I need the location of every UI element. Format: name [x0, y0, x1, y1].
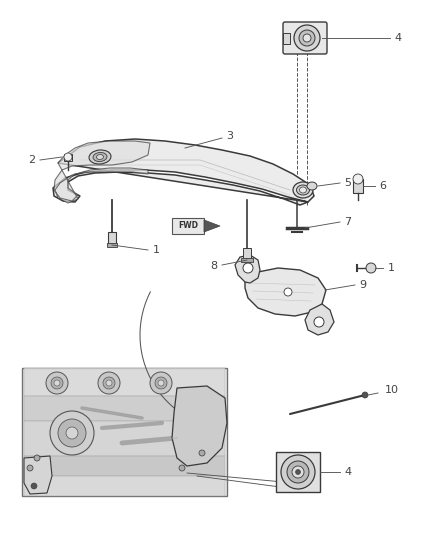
Circle shape	[64, 153, 72, 161]
Circle shape	[362, 392, 368, 398]
Circle shape	[31, 483, 37, 489]
Bar	[107, 243, 117, 247]
Text: 5: 5	[345, 178, 352, 188]
Circle shape	[366, 263, 376, 273]
Bar	[108, 232, 116, 244]
Circle shape	[287, 461, 309, 483]
Ellipse shape	[96, 155, 103, 159]
Text: 7: 7	[344, 217, 352, 227]
Circle shape	[243, 263, 253, 273]
Ellipse shape	[93, 152, 107, 161]
Ellipse shape	[293, 182, 313, 198]
Bar	[24, 476, 225, 496]
Ellipse shape	[297, 185, 310, 195]
Polygon shape	[53, 139, 314, 205]
FancyBboxPatch shape	[283, 33, 290, 44]
Text: 4: 4	[344, 467, 352, 477]
Circle shape	[155, 377, 167, 389]
Ellipse shape	[89, 150, 111, 164]
Bar	[353, 179, 363, 193]
Bar	[64, 154, 72, 161]
Text: 8: 8	[210, 261, 218, 271]
Bar	[24, 456, 225, 476]
Circle shape	[179, 465, 185, 471]
Circle shape	[299, 30, 315, 46]
Bar	[276, 452, 320, 492]
Text: 2: 2	[28, 155, 35, 165]
Circle shape	[292, 466, 304, 478]
Ellipse shape	[307, 182, 317, 190]
Polygon shape	[172, 386, 227, 466]
Circle shape	[314, 317, 324, 327]
Bar	[243, 248, 251, 259]
Text: 4: 4	[395, 33, 402, 43]
Circle shape	[34, 455, 40, 461]
Circle shape	[158, 380, 164, 386]
Circle shape	[46, 372, 68, 394]
Circle shape	[27, 465, 33, 471]
Circle shape	[98, 372, 120, 394]
Polygon shape	[235, 255, 260, 283]
Polygon shape	[245, 268, 326, 316]
Circle shape	[294, 25, 320, 51]
Circle shape	[66, 427, 78, 439]
Circle shape	[284, 288, 292, 296]
Circle shape	[103, 377, 115, 389]
Text: 9: 9	[360, 280, 367, 290]
Circle shape	[50, 411, 94, 455]
Circle shape	[58, 419, 86, 447]
FancyBboxPatch shape	[283, 22, 327, 54]
Text: 3: 3	[226, 131, 233, 141]
Circle shape	[296, 470, 300, 474]
Bar	[172, 218, 204, 234]
Circle shape	[353, 174, 363, 184]
Circle shape	[106, 380, 112, 386]
Circle shape	[150, 372, 172, 394]
Bar	[241, 258, 253, 262]
Polygon shape	[54, 141, 150, 203]
Text: 10: 10	[385, 385, 399, 395]
Circle shape	[51, 377, 63, 389]
Bar	[24, 368, 225, 396]
Text: 6: 6	[379, 181, 386, 191]
Text: 1: 1	[152, 245, 159, 255]
Polygon shape	[24, 456, 52, 494]
Circle shape	[303, 34, 311, 42]
Polygon shape	[305, 304, 334, 335]
Text: 1: 1	[388, 263, 395, 273]
Bar	[24, 396, 225, 421]
Circle shape	[199, 450, 205, 456]
Circle shape	[281, 455, 315, 489]
Polygon shape	[204, 220, 220, 232]
Bar	[22, 368, 227, 496]
Text: FWD: FWD	[178, 222, 198, 230]
Bar	[24, 421, 225, 456]
Circle shape	[54, 380, 60, 386]
Ellipse shape	[300, 187, 307, 193]
